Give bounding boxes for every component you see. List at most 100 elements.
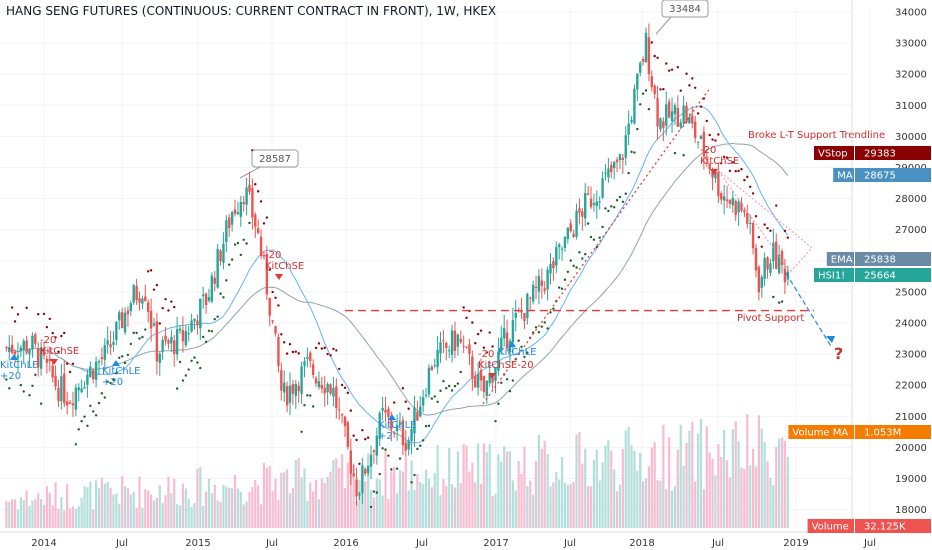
vstop-dot <box>364 438 367 441</box>
volume-bar <box>141 507 144 528</box>
volume-bar <box>532 494 535 528</box>
signal-label: KitChSE <box>700 156 739 167</box>
volume-bar <box>309 482 312 528</box>
volume-bar <box>207 478 211 528</box>
price-callout <box>251 149 299 168</box>
volume-bar <box>236 488 240 528</box>
signal-label: +20 <box>0 371 21 382</box>
signal-label: KitChLE <box>378 420 416 431</box>
vstop-dot <box>604 207 607 210</box>
candle-body <box>560 248 564 250</box>
volume-bar <box>575 434 578 528</box>
volume-bar <box>66 484 69 528</box>
candle-body <box>769 263 772 273</box>
candle-body <box>665 104 668 126</box>
vstop-dot <box>688 84 691 87</box>
volume-bar <box>42 504 46 528</box>
vstop-dot <box>239 253 243 257</box>
vstop-dot <box>456 382 460 385</box>
volume-bar <box>283 472 286 528</box>
candle-body <box>352 473 355 476</box>
vstop-dot <box>763 223 766 226</box>
vstop-dot <box>83 415 86 418</box>
vstop-dot <box>589 235 593 239</box>
candle-body <box>555 247 558 266</box>
candle-body <box>277 336 280 366</box>
candle-body <box>329 384 332 394</box>
volume-bar <box>126 488 130 528</box>
candle-body <box>271 320 274 322</box>
volume-bar <box>306 500 309 528</box>
vstop-dot <box>537 331 541 334</box>
candle-body <box>612 161 616 169</box>
candle-body <box>129 303 133 312</box>
volume-bar <box>424 469 428 528</box>
candle-body <box>138 298 141 303</box>
candle-body <box>39 347 43 369</box>
vstop-dot <box>25 306 28 310</box>
candle-body <box>366 465 370 473</box>
candle-body <box>494 367 497 381</box>
vstop-dot <box>262 222 266 225</box>
indicator-labels: VStop 29383 MA 28675 EMA 25838 HSI1! 25664 Volum… <box>788 146 931 533</box>
vstop-dot <box>743 179 746 182</box>
x-tick-label: 2014 <box>31 538 56 549</box>
volume-bar <box>294 459 297 528</box>
volume-bar <box>537 435 541 528</box>
indicator-value: 25664 <box>864 271 896 282</box>
vstop-dot <box>283 341 286 344</box>
vstop-dot <box>572 264 575 267</box>
signal-label: KitChSE <box>265 261 304 272</box>
vstop-dot <box>297 352 300 355</box>
candle-body <box>604 172 607 174</box>
x-tick-label: 2017 <box>483 538 508 549</box>
candle-body <box>728 200 732 204</box>
volume-bar <box>642 481 645 528</box>
candle-body <box>109 344 112 348</box>
volume-bar <box>705 426 708 528</box>
signal-label: KitChLE <box>102 366 140 377</box>
volume-bar <box>123 486 127 528</box>
volume-bar <box>97 488 101 528</box>
volume-bar <box>665 488 668 528</box>
volume-bar <box>601 462 604 528</box>
vstop-dot <box>155 283 159 287</box>
vstop-dot <box>728 169 732 173</box>
candle-body <box>118 312 121 321</box>
vstop-dot <box>734 170 737 173</box>
candle-body <box>34 334 37 344</box>
volume-bar <box>68 508 72 528</box>
vstop-dot <box>190 359 193 363</box>
y-tick-label: 27000 <box>895 225 927 236</box>
candle-body <box>297 385 300 392</box>
candle-body <box>358 493 361 496</box>
candle-body <box>479 369 483 381</box>
candle-body <box>219 250 222 262</box>
candle-body <box>372 450 376 453</box>
vstop-dot <box>607 209 610 213</box>
volume-bar <box>286 469 289 528</box>
vstop-dot <box>271 290 274 294</box>
volume-bar <box>167 476 170 528</box>
volume-bar <box>416 474 419 528</box>
vstop-dot <box>149 269 153 272</box>
vstop-dot <box>141 335 144 339</box>
volume-bar <box>144 489 147 528</box>
vstop-dot <box>720 162 723 165</box>
volume-bar <box>479 483 483 528</box>
volume-bar <box>135 507 138 528</box>
signal-label: -20 <box>40 335 56 346</box>
indicator-name-tag <box>788 425 854 439</box>
vstop-dot <box>196 361 199 364</box>
vstop-dot <box>28 394 31 397</box>
volume-bar <box>448 447 451 528</box>
vstop-dot <box>115 371 118 375</box>
volume-bar <box>691 421 694 528</box>
volume-bar <box>419 482 422 528</box>
chart-title: HANG SENG FUTURES (CONTINUOUS: CURRENT C… <box>6 4 496 18</box>
y-tick-label: 21000 <box>895 412 927 423</box>
volume-bar <box>268 466 271 528</box>
candle-body <box>141 298 144 304</box>
volume-bar <box>778 438 781 528</box>
